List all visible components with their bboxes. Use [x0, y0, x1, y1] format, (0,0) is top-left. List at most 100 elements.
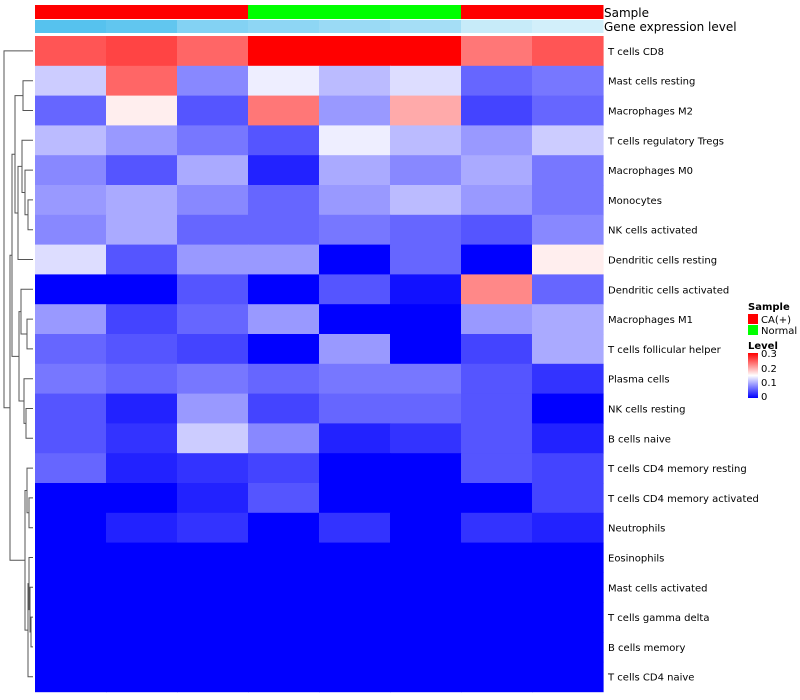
- heatmap-cell: [390, 65, 462, 97]
- gene-expression-bar-cell: [248, 20, 320, 33]
- heatmap-cell: [390, 602, 462, 633]
- heatmap-cell: [319, 95, 391, 126]
- heatmap-cell: [35, 483, 107, 514]
- heatmap-cell: [248, 95, 320, 126]
- heatmap-cell: [35, 661, 107, 693]
- heatmap-cell: [106, 453, 178, 484]
- heatmap-cell: [106, 363, 178, 395]
- heatmap-cell: [390, 95, 462, 126]
- heatmap-cell: [35, 602, 107, 633]
- dendrogram-branch: [21, 139, 33, 193]
- heatmap-cell: [177, 423, 249, 454]
- dendrogram-branch: [26, 318, 33, 350]
- legend-label-normal: Normal: [761, 326, 797, 337]
- heatmap-cell: [106, 125, 178, 156]
- heatmap-cell: [177, 453, 249, 484]
- heatmap-cell: [390, 453, 462, 484]
- heatmap-cell: [461, 393, 533, 424]
- heatmap-cell: [248, 572, 320, 603]
- heatmap-cell: [106, 274, 178, 305]
- legend: Sample CA(+) Normal Level 0.3 0.2 0.1 0: [748, 302, 797, 403]
- heatmap-cell: [106, 661, 178, 693]
- heatmap-cell: [461, 483, 533, 514]
- heatmap-cell: [532, 155, 604, 186]
- heatmap-cell: [248, 512, 320, 544]
- legend-tick-0: 0.3: [761, 349, 777, 360]
- heatmap-cell: [390, 36, 462, 67]
- heatmap-cell: [35, 274, 107, 305]
- heatmap-cell: [248, 185, 320, 216]
- dendrogram-branch: [26, 467, 33, 514]
- heatmap-cell: [319, 661, 391, 693]
- heatmap-cell: [106, 155, 178, 186]
- gene-expression-bar-cell: [319, 20, 391, 33]
- heatmap-cell: [106, 36, 178, 67]
- row-label: B cells naive: [608, 434, 671, 445]
- heatmap-cell: [177, 125, 249, 156]
- sample-bar-cell: [248, 5, 320, 19]
- row-label: Macrophages M2: [608, 107, 693, 118]
- heatmap-cell: [248, 304, 320, 335]
- heatmap-cell: [106, 512, 178, 544]
- row-label: T cells CD8: [607, 47, 664, 58]
- legend-level-title: Level: [748, 341, 778, 352]
- legend-label-ca: CA(+): [761, 315, 791, 326]
- heatmap-cell: [106, 632, 178, 663]
- legend-swatch-ca: [748, 314, 758, 324]
- heatmap-cell: [532, 393, 604, 424]
- heatmap-cell: [461, 36, 533, 67]
- row-label: Mast cells resting: [608, 77, 695, 88]
- gene-expression-bar-cell: [35, 20, 107, 33]
- heatmap-cell: [390, 274, 462, 305]
- heatmap-cell: [461, 125, 533, 156]
- dendrogram-branch: [25, 408, 33, 439]
- heatmap-cell: [319, 602, 391, 633]
- heatmap-cell: [177, 393, 249, 424]
- row-label: Eosinophils: [608, 554, 664, 565]
- heatmap-cell: [35, 632, 107, 663]
- heatmap-cell: [248, 125, 320, 156]
- heatmap-cell: [319, 274, 391, 305]
- sample-bar-cell: [390, 5, 462, 19]
- heatmap-cell: [177, 602, 249, 633]
- heatmap-cell: [532, 661, 604, 693]
- row-dendrogram: [3, 50, 33, 678]
- heatmap-cell: [461, 661, 533, 693]
- heatmap-cell: [177, 363, 249, 395]
- heatmap-cell: [35, 542, 107, 573]
- legend-tick-1: 0.2: [761, 364, 777, 375]
- sample-annotation-label: Sample: [604, 6, 649, 20]
- heatmap-cell: [461, 453, 533, 484]
- heatmap-cell: [390, 334, 462, 365]
- heatmap-cell: [106, 244, 178, 275]
- legend-sample-title: Sample: [748, 302, 790, 313]
- heatmap-cell: [532, 542, 604, 573]
- heatmap-cell: [461, 244, 533, 275]
- heatmap-cell: [248, 423, 320, 454]
- heatmap-cell: [390, 185, 462, 216]
- heatmap-cell: [35, 65, 107, 97]
- gene-expression-bar-cell: [461, 20, 533, 33]
- heatmap-cell: [177, 632, 249, 663]
- row-label: Neutrophils: [608, 524, 665, 535]
- row-label: Macrophages M1: [608, 315, 693, 326]
- heatmap-cell: [35, 185, 107, 216]
- heatmap-cell: [532, 125, 604, 156]
- heatmap-cell: [177, 542, 249, 573]
- row-label: NK cells resting: [608, 405, 685, 416]
- heatmap-cell: [390, 244, 462, 275]
- heatmap-cell: [319, 572, 391, 603]
- row-label: T cells regulatory Tregs: [607, 136, 724, 147]
- heatmap-cell: [532, 423, 604, 454]
- heatmap-cell: [390, 542, 462, 573]
- heatmap-cell: [35, 572, 107, 603]
- sample-bar-cell: [532, 5, 604, 19]
- heatmap-cell: [461, 423, 533, 454]
- dendrogram-branch: [22, 80, 33, 111]
- heatmap-cell: [248, 661, 320, 693]
- heatmap-cell: [106, 483, 178, 514]
- heatmap-cell: [319, 334, 391, 365]
- heatmap-cell: [35, 155, 107, 186]
- heatmap-cell: [248, 214, 320, 246]
- heatmap-cell: [177, 244, 249, 275]
